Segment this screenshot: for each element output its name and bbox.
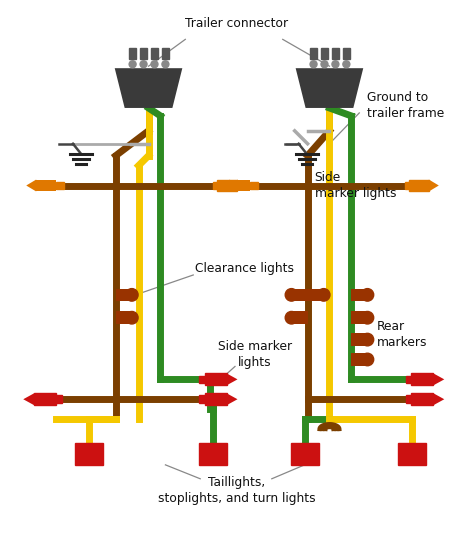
Circle shape <box>361 288 374 301</box>
Bar <box>398 443 426 465</box>
Bar <box>151 48 158 60</box>
Polygon shape <box>296 68 363 108</box>
Bar <box>140 48 147 60</box>
Text: Side marker
lights: Side marker lights <box>218 340 292 369</box>
Bar <box>129 48 136 60</box>
Circle shape <box>285 312 298 324</box>
Circle shape <box>151 61 158 68</box>
Bar <box>351 312 367 324</box>
Bar <box>199 443 227 465</box>
Polygon shape <box>227 393 237 405</box>
Polygon shape <box>115 68 182 108</box>
Bar <box>199 375 205 383</box>
Bar <box>343 48 350 60</box>
Bar <box>411 393 433 405</box>
Text: Clearance lights: Clearance lights <box>195 261 294 274</box>
Bar <box>217 180 237 192</box>
Polygon shape <box>237 180 247 192</box>
Bar <box>310 48 317 60</box>
Bar <box>205 373 227 385</box>
Polygon shape <box>23 393 34 405</box>
Circle shape <box>126 288 138 301</box>
Bar <box>205 393 227 405</box>
Polygon shape <box>26 180 36 192</box>
Bar <box>199 395 205 403</box>
Circle shape <box>162 61 169 68</box>
Polygon shape <box>227 373 237 385</box>
Text: Ground to
trailer frame: Ground to trailer frame <box>367 91 445 121</box>
Bar <box>291 443 319 465</box>
Circle shape <box>361 353 374 366</box>
Bar <box>56 395 62 403</box>
Bar <box>351 353 367 366</box>
Bar <box>409 180 429 192</box>
Circle shape <box>332 61 339 68</box>
Bar <box>292 288 308 301</box>
Bar <box>162 48 169 60</box>
Bar <box>56 182 64 189</box>
Circle shape <box>285 288 298 301</box>
Circle shape <box>361 333 374 346</box>
Bar <box>116 312 132 324</box>
Bar <box>411 373 433 385</box>
Bar <box>213 182 221 189</box>
Bar <box>332 48 339 60</box>
Text: Side
marker lights: Side marker lights <box>315 171 396 200</box>
Circle shape <box>318 288 330 301</box>
Circle shape <box>321 61 328 68</box>
Circle shape <box>126 312 138 324</box>
Bar <box>250 182 258 189</box>
Bar <box>321 48 328 60</box>
Polygon shape <box>429 180 439 192</box>
Polygon shape <box>220 180 230 192</box>
Polygon shape <box>433 373 444 385</box>
Bar <box>75 443 103 465</box>
Bar <box>292 312 308 324</box>
Circle shape <box>140 61 147 68</box>
Bar <box>351 333 367 346</box>
Circle shape <box>361 312 374 324</box>
Bar <box>406 375 411 383</box>
Bar <box>405 182 413 189</box>
Circle shape <box>310 61 317 68</box>
Bar <box>406 395 411 403</box>
Text: Rear
markers: Rear markers <box>377 320 428 349</box>
Bar <box>36 180 56 192</box>
Bar <box>34 393 56 405</box>
Polygon shape <box>433 393 444 405</box>
Text: Taillights,
stoplights, and turn lights: Taillights, stoplights, and turn lights <box>158 476 316 505</box>
Circle shape <box>129 61 136 68</box>
Bar <box>351 288 367 301</box>
Bar <box>116 288 132 301</box>
Bar <box>230 180 250 192</box>
Circle shape <box>343 61 350 68</box>
Text: Trailer connector: Trailer connector <box>185 17 289 30</box>
Bar <box>308 288 324 301</box>
